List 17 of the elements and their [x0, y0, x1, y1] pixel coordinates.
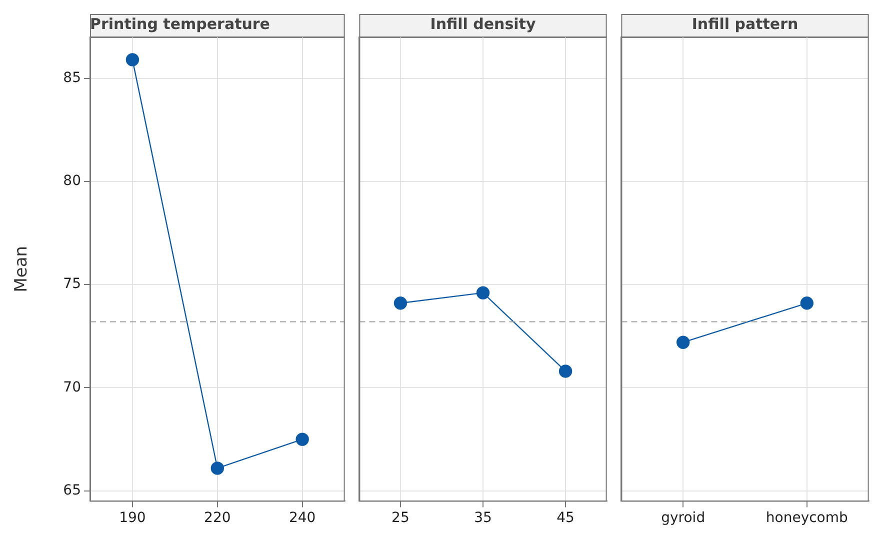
y-tick-label: 75 [63, 276, 81, 292]
x-tick-label: 220 [204, 510, 231, 526]
x-tick-label: gyroid [661, 510, 706, 526]
x-tick-label: 45 [556, 510, 574, 526]
chart-title: Printing temperature [90, 14, 270, 33]
y-axis-title: Mean [12, 246, 32, 292]
x-tick-label: 25 [392, 510, 410, 526]
x-tick-label: honeycomb [766, 510, 848, 526]
x-tick-label: 240 [288, 510, 316, 526]
chart-title: Infill density [430, 14, 536, 33]
y-tick-label: 70 [63, 379, 81, 396]
y-tick-label: 80 [63, 173, 81, 190]
x-tick-label: 35 [474, 510, 492, 526]
x-tick-label: 190 [119, 510, 146, 526]
y-tick-label: 85 [63, 70, 81, 86]
y-tick-label: 65 [63, 482, 81, 499]
chart-title: Infill pattern [692, 14, 798, 33]
